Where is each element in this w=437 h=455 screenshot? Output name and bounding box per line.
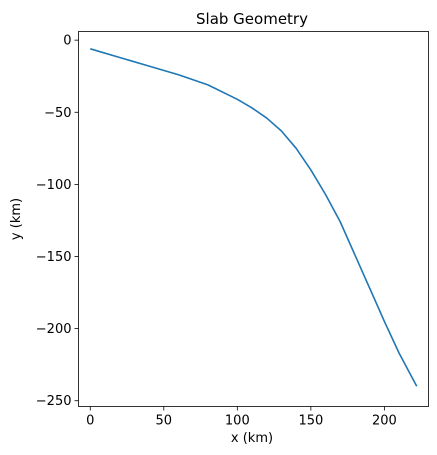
x-tick-label: 150	[298, 414, 323, 429]
y-tick-label: 0	[63, 34, 71, 49]
chart-title: Slab Geometry	[196, 10, 308, 28]
x-axis-ticks: 0 50 100 150 200	[86, 406, 397, 429]
y-axis-ticks: 0 −50 −100 −150 −200 −250	[36, 34, 79, 409]
x-tick-label: 50	[156, 414, 173, 429]
y-tick-label: −150	[36, 250, 72, 265]
x-tick-label: 0	[86, 414, 94, 429]
x-axis-label: x (km)	[231, 431, 273, 446]
plot-area	[90, 48, 418, 387]
y-tick-label: −250	[36, 394, 72, 409]
x-tick-label: 100	[225, 414, 250, 429]
y-tick-label: −100	[36, 178, 72, 193]
y-axis-label: y (km)	[9, 198, 24, 240]
x-tick-label: 200	[372, 414, 397, 429]
plot-frame	[78, 31, 429, 407]
y-tick-label: −200	[36, 322, 72, 337]
series-line	[90, 48, 418, 387]
y-tick-label: −50	[44, 106, 71, 121]
